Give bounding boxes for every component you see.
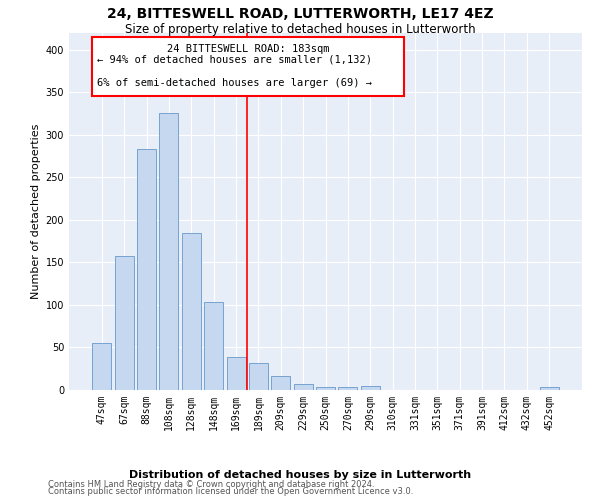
- Bar: [271, 376, 290, 390]
- Bar: [293, 384, 313, 390]
- Bar: [137, 149, 156, 390]
- Bar: [182, 232, 201, 390]
- Bar: [160, 114, 178, 390]
- Y-axis label: Number of detached properties: Number of detached properties: [31, 124, 41, 299]
- Bar: [539, 386, 559, 390]
- Text: ← 94% of detached houses are smaller (1,132): ← 94% of detached houses are smaller (1,…: [97, 54, 372, 64]
- Text: 24 BITTESWELL ROAD: 183sqm: 24 BITTESWELL ROAD: 183sqm: [167, 44, 329, 54]
- Bar: [316, 386, 335, 390]
- Text: 6% of semi-detached houses are larger (69) →: 6% of semi-detached houses are larger (6…: [97, 78, 372, 88]
- Bar: [249, 363, 268, 390]
- Text: Size of property relative to detached houses in Lutterworth: Size of property relative to detached ho…: [125, 22, 475, 36]
- Text: 24, BITTESWELL ROAD, LUTTERWORTH, LE17 4EZ: 24, BITTESWELL ROAD, LUTTERWORTH, LE17 4…: [107, 8, 493, 22]
- Bar: [92, 37, 404, 96]
- Text: Contains public sector information licensed under the Open Government Licence v3: Contains public sector information licen…: [48, 487, 413, 496]
- Text: Contains HM Land Registry data © Crown copyright and database right 2024.: Contains HM Land Registry data © Crown c…: [48, 480, 374, 489]
- Bar: [338, 386, 358, 390]
- Bar: [227, 357, 245, 390]
- Bar: [115, 256, 134, 390]
- Bar: [361, 386, 380, 390]
- Text: Distribution of detached houses by size in Lutterworth: Distribution of detached houses by size …: [129, 470, 471, 480]
- Bar: [92, 343, 112, 390]
- Bar: [204, 302, 223, 390]
